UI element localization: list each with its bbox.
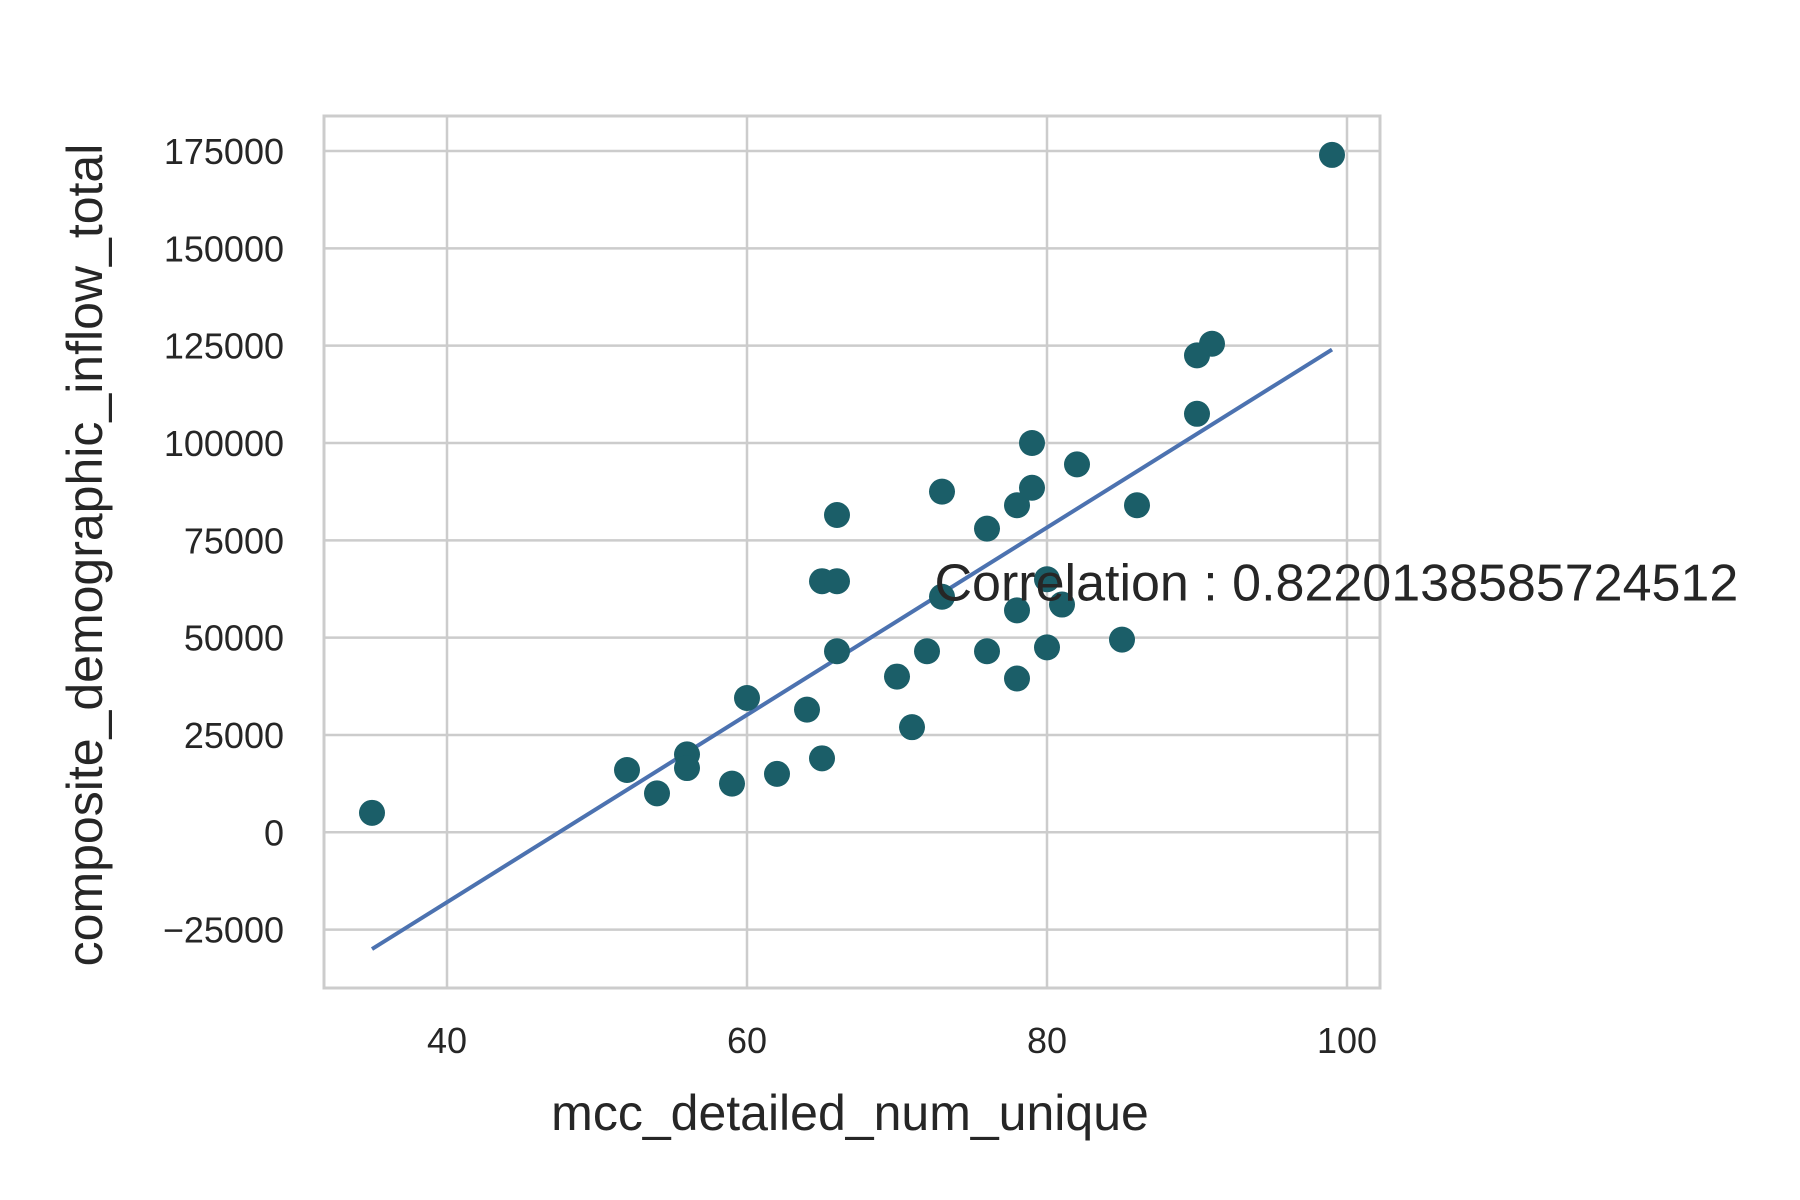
data-point <box>794 696 820 723</box>
x-tick-label: 60 <box>727 1020 767 1061</box>
data-point <box>884 663 910 690</box>
plot-frame <box>322 114 1382 990</box>
data-point <box>1064 451 1090 478</box>
data-point <box>929 583 955 610</box>
data-point <box>1004 492 1030 519</box>
y-tick-label: 175000 <box>164 131 284 172</box>
x-axis-label: mcc_detailed_num_unique <box>551 1085 1149 1141</box>
x-tick-label: 100 <box>1317 1020 1377 1061</box>
data-point <box>1004 665 1030 692</box>
data-point <box>674 755 700 782</box>
data-point <box>974 515 1000 542</box>
data-point <box>809 745 835 772</box>
x-axis-ticks: 40 60 80 100 <box>427 1020 1377 1061</box>
data-point <box>824 502 850 529</box>
data-point <box>719 770 745 797</box>
data-point <box>734 684 760 711</box>
data-point <box>1019 430 1045 456</box>
data-point <box>764 760 790 787</box>
data-point <box>824 638 850 665</box>
data-points <box>359 141 1345 826</box>
data-point <box>1004 597 1030 624</box>
data-point <box>1124 492 1150 519</box>
data-point <box>899 714 925 741</box>
regression-line-group <box>370 347 1334 951</box>
data-point <box>644 780 670 807</box>
y-tick-label: 25000 <box>184 715 284 756</box>
regression-line <box>370 347 1334 951</box>
data-point <box>824 568 850 595</box>
y-tick-label: 100000 <box>164 423 284 464</box>
grid-lines <box>324 116 1380 988</box>
data-point <box>614 757 640 783</box>
data-point <box>1109 626 1135 653</box>
x-tick-label: 80 <box>1027 1020 1067 1061</box>
data-point <box>1034 634 1060 661</box>
y-tick-label: 75000 <box>184 520 284 561</box>
data-point <box>1049 591 1075 618</box>
y-tick-label: 125000 <box>164 326 284 367</box>
data-point <box>1019 474 1045 501</box>
data-point <box>929 478 955 505</box>
data-point <box>1184 400 1210 427</box>
plot-border <box>322 114 1382 990</box>
y-axis-ticks: −25000 0 25000 50000 75000 100000 125000 150000… <box>163 131 284 951</box>
y-tick-label: 0 <box>264 812 284 853</box>
y-tick-label: 50000 <box>184 618 284 659</box>
y-tick-label: 150000 <box>164 228 284 269</box>
data-point <box>1034 566 1060 593</box>
correlation-annotation: Correlation : 0.8220138585724512 <box>935 555 1739 613</box>
data-point <box>974 638 1000 665</box>
y-tick-label: −25000 <box>163 910 284 951</box>
data-point <box>1199 330 1225 357</box>
y-axis-label: composite_demographic_inflow_total <box>57 144 113 967</box>
data-point <box>914 638 940 665</box>
x-tick-label: 40 <box>427 1020 467 1061</box>
data-point <box>359 799 385 826</box>
data-point <box>1319 141 1345 168</box>
